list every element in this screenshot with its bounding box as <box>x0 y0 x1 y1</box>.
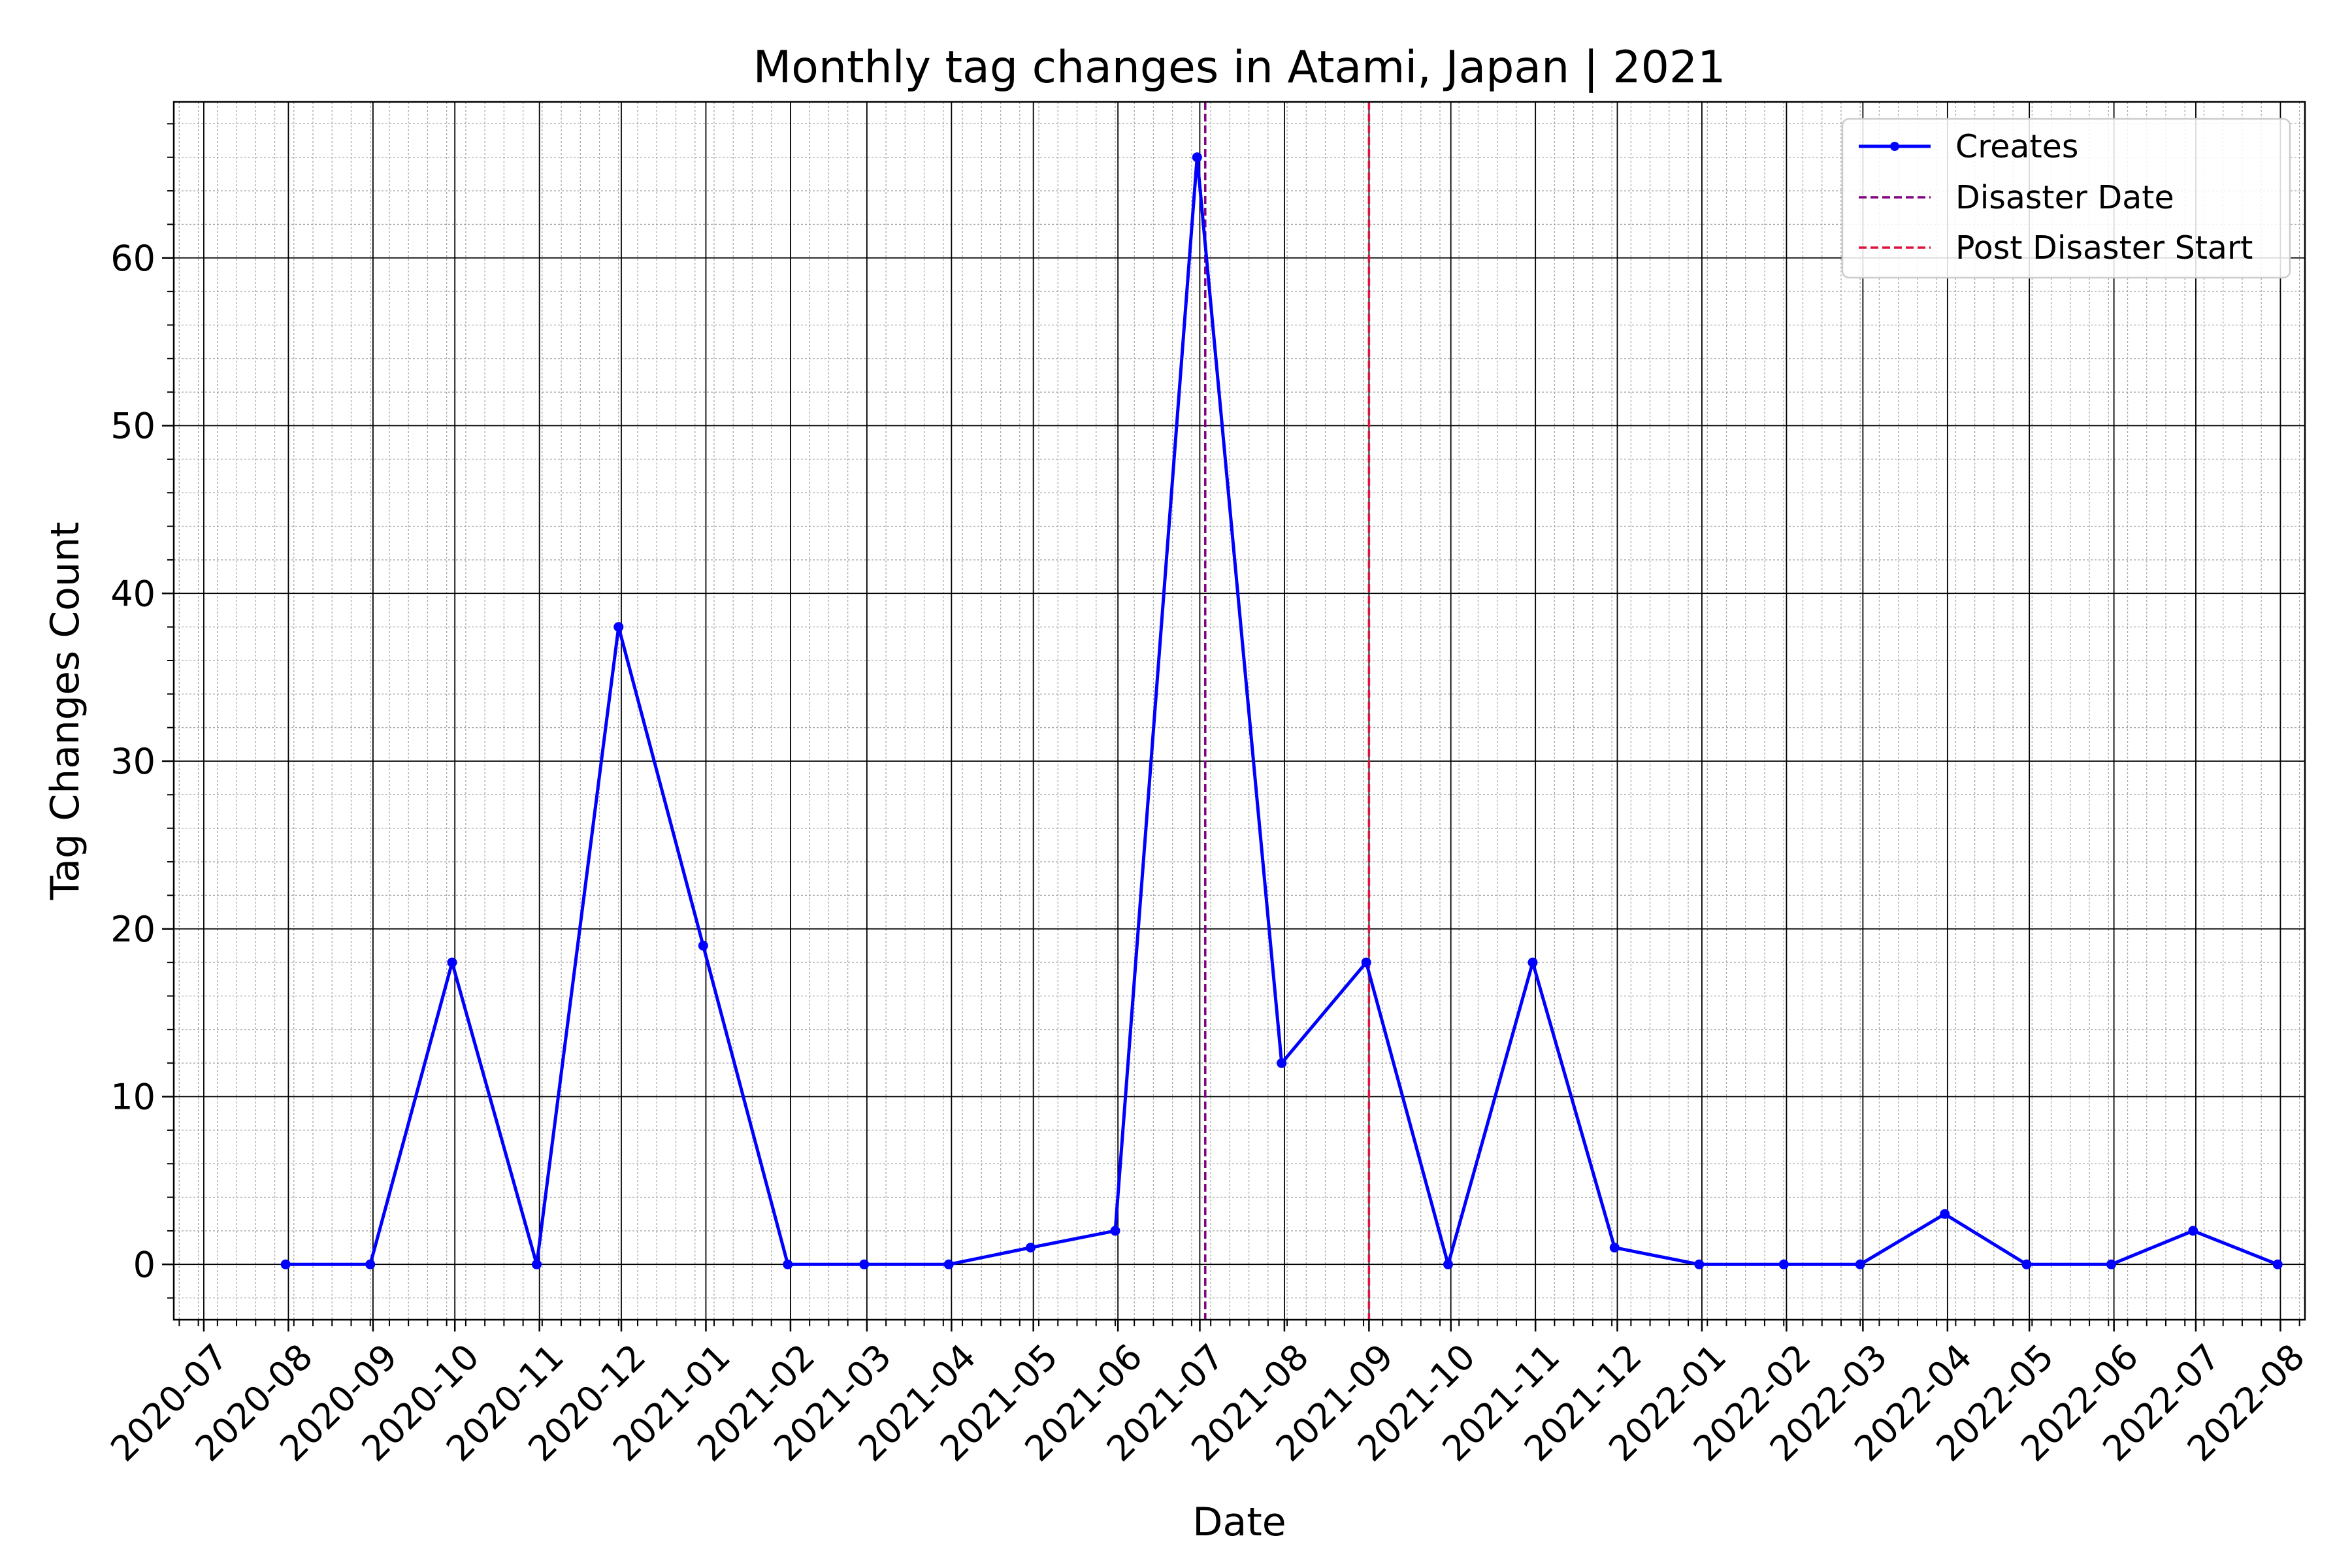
data-point <box>1361 957 1371 968</box>
data-point <box>280 1259 291 1269</box>
data-point <box>1110 1226 1120 1236</box>
grid <box>174 102 2305 1320</box>
y-axis-label: Tag Changes Count <box>42 522 88 901</box>
data-point <box>2272 1259 2283 1269</box>
data-point <box>1277 1058 1287 1068</box>
data-point <box>698 940 708 951</box>
y-axis-ticks: 0 10 20 30 40 50 60 <box>110 123 174 1299</box>
chart-title: Monthly tag changes in Atami, Japan | 20… <box>753 42 1726 93</box>
data-point <box>1855 1259 1865 1269</box>
data-point <box>783 1259 793 1269</box>
legend-marker-creates <box>1890 142 1899 151</box>
data-point <box>2188 1226 2198 1236</box>
y-tick-label: 20 <box>110 909 155 950</box>
data-point <box>2021 1259 2032 1269</box>
legend-box <box>1841 118 2291 279</box>
y-tick-label: 30 <box>110 741 155 782</box>
data-point <box>1694 1259 1705 1269</box>
data-point <box>1609 1243 1620 1253</box>
legend-label-creates: Creates <box>1955 128 2078 165</box>
y-tick-label: 40 <box>110 573 155 614</box>
data-point <box>2106 1259 2116 1269</box>
plot-frame <box>172 101 2306 1321</box>
data-point <box>1026 1243 1036 1253</box>
y-tick-label: 60 <box>110 238 155 279</box>
x-axis-label: Date <box>1192 1499 1286 1545</box>
legend: Creates Disaster Date Post Disaster Star… <box>1841 118 2291 279</box>
y-tick-label: 50 <box>110 406 155 447</box>
data-point <box>1443 1259 1453 1269</box>
data-point <box>859 1259 870 1269</box>
data-point <box>1940 1209 1950 1219</box>
legend-label-post-disaster-start: Post Disaster Start <box>1955 229 2253 267</box>
data-point <box>613 622 624 632</box>
data-point <box>365 1259 376 1269</box>
reference-lines <box>1204 102 1371 1320</box>
data-series <box>280 152 2283 1269</box>
data-point <box>1527 957 1538 968</box>
legend-label-disaster-date: Disaster Date <box>1955 179 2174 216</box>
data-point <box>532 1259 542 1269</box>
data-point <box>447 957 457 968</box>
data-point <box>943 1259 954 1269</box>
y-tick-label: 10 <box>110 1077 155 1118</box>
data-point <box>1192 152 1202 163</box>
data-point <box>1778 1259 1789 1269</box>
y-tick-label: 0 <box>133 1244 155 1285</box>
